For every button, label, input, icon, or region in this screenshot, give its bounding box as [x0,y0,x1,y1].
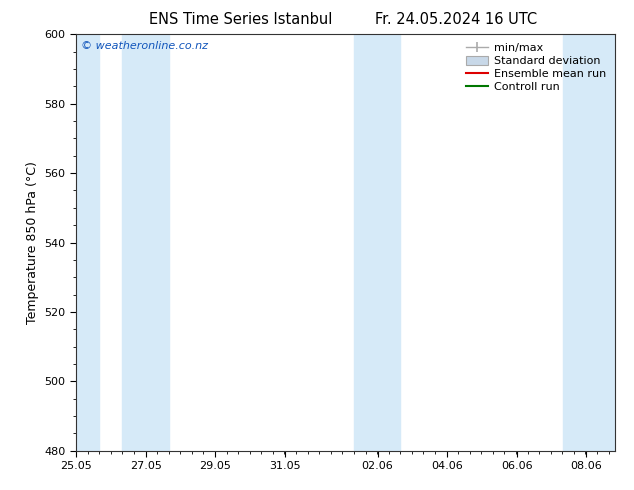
Bar [122,34,169,451]
Text: Fr. 24.05.2024 16 UTC: Fr. 24.05.2024 16 UTC [375,12,538,27]
Y-axis label: Temperature 850 hPa (°C): Temperature 850 hPa (°C) [26,161,39,324]
Text: © weatheronline.co.nz: © weatheronline.co.nz [81,41,209,50]
Legend: min/max, Standard deviation, Ensemble mean run, Controll run: min/max, Standard deviation, Ensemble me… [463,40,609,95]
Bar [354,34,401,451]
Bar [76,34,100,451]
Bar [563,34,615,451]
Text: ENS Time Series Istanbul: ENS Time Series Istanbul [149,12,333,27]
